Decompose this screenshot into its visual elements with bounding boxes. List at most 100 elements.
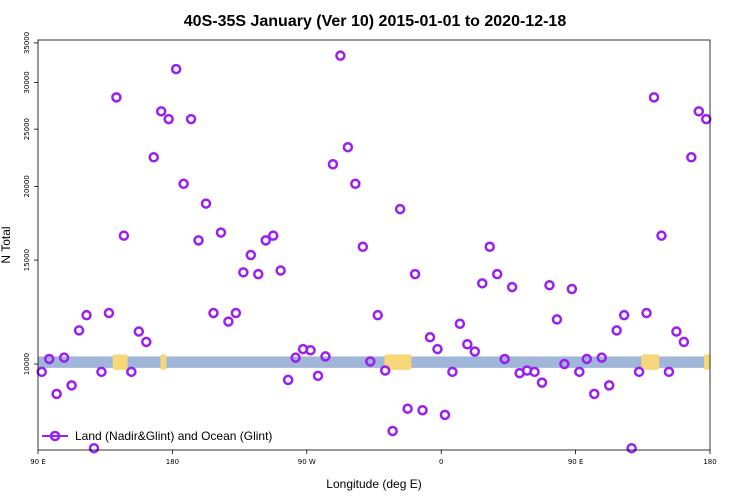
- data-point: [484, 241, 495, 253]
- data-point: [491, 268, 503, 280]
- data-point: [402, 403, 413, 414]
- data-point: [282, 374, 294, 386]
- data-point: [208, 307, 219, 319]
- data-point: [372, 309, 383, 321]
- data-point: [253, 268, 264, 280]
- x-axis: 90 E 180 90 W 0 90 E 180: [30, 450, 717, 466]
- data-point: [379, 365, 391, 376]
- y-tick-label: 15000: [23, 249, 31, 271]
- data-point: [73, 325, 85, 336]
- data-point: [394, 203, 406, 215]
- data-point: [462, 339, 473, 350]
- data-point: [193, 235, 204, 246]
- y-tick-label: 20000: [23, 175, 31, 197]
- x-tick-label: 0: [439, 458, 443, 466]
- data-point: [267, 230, 279, 241]
- data-point: [447, 366, 458, 378]
- data-point: [88, 442, 100, 454]
- data-point: [544, 279, 555, 291]
- data-point: [185, 113, 197, 125]
- data-point: [357, 241, 369, 253]
- data-point: [320, 351, 331, 362]
- data-point: [551, 314, 563, 325]
- data-point: [499, 353, 510, 365]
- data-point: [275, 265, 286, 276]
- chart-title: 40S-35S January (Ver 10) 2015-01-01 to 2…: [184, 13, 567, 30]
- data-point: [335, 50, 346, 61]
- data-point: [103, 307, 115, 319]
- data-point: [618, 309, 630, 321]
- data-point: [581, 353, 593, 365]
- data-point: [365, 356, 376, 367]
- x-tick-label: 90 E: [568, 458, 584, 466]
- legend-marker: [49, 430, 61, 442]
- plot-frame: [37, 39, 711, 451]
- data-point: [133, 326, 145, 337]
- data-point: [469, 346, 481, 357]
- data-point: [96, 366, 107, 378]
- data-point: [596, 352, 607, 363]
- data-point: [290, 352, 301, 363]
- x-axis-label: Longitude (deg E): [326, 477, 421, 491]
- data-point: [387, 425, 398, 437]
- data-point: [566, 283, 578, 295]
- y-tick-label: 30000: [23, 71, 31, 93]
- data-point: [574, 366, 585, 378]
- data-point: [238, 267, 249, 278]
- data-point: [477, 278, 488, 289]
- data-point: [58, 352, 70, 363]
- data-point: [342, 141, 354, 153]
- data-point: [141, 336, 152, 348]
- data-point: [656, 230, 667, 241]
- data-point: [36, 366, 47, 378]
- x-tick-label: 90 E: [30, 458, 46, 466]
- data-point: [559, 358, 570, 370]
- land-band: [112, 354, 128, 370]
- data-point: [693, 106, 705, 117]
- y-axis: 10000 15000 20000 25000 30000 35000: [23, 32, 38, 375]
- y-axis-label: N Total: [0, 226, 13, 263]
- data-point: [245, 249, 257, 261]
- data-point: [148, 152, 159, 163]
- data-point: [126, 366, 137, 378]
- data-point: [611, 325, 622, 336]
- data-point: [589, 388, 600, 400]
- data-point: [424, 332, 436, 343]
- data-point: [327, 159, 339, 170]
- data-point: [663, 366, 675, 378]
- data-point: [529, 366, 540, 378]
- data-point: [686, 152, 697, 163]
- legend: Land (Nadir&Glint) and Ocean (Glint): [42, 429, 272, 443]
- data-point: [66, 380, 77, 391]
- y-tick-label: 25000: [23, 118, 31, 140]
- x-tick-label: 90 W: [298, 458, 316, 466]
- land-band: [384, 354, 412, 370]
- x-tick-label: 180: [166, 458, 179, 466]
- data-point: [641, 307, 652, 319]
- x-tick-label: 180: [703, 458, 716, 466]
- data-point: [603, 380, 615, 391]
- data-point: [626, 442, 637, 454]
- data-point: [51, 388, 62, 400]
- land-band: [641, 354, 660, 370]
- data-point: [633, 366, 645, 378]
- data-point: [454, 318, 466, 330]
- data-point: [439, 409, 451, 421]
- legend-label: Land (Nadir&Glint) and Ocean (Glint): [75, 429, 272, 443]
- data-point: [409, 268, 421, 280]
- data-point: [260, 235, 271, 246]
- data-point: [506, 281, 518, 293]
- y-tick-label: 35000: [23, 32, 31, 54]
- data-point: [417, 404, 428, 416]
- data-point: [170, 63, 182, 75]
- data-point: [536, 377, 548, 388]
- data-point: [305, 345, 316, 356]
- data-point: [163, 113, 174, 125]
- data-point: [678, 336, 690, 348]
- data-point: [230, 307, 242, 319]
- data-point: [200, 198, 212, 209]
- data-point: [312, 370, 324, 382]
- data-point: [155, 106, 167, 117]
- data-point: [701, 113, 712, 125]
